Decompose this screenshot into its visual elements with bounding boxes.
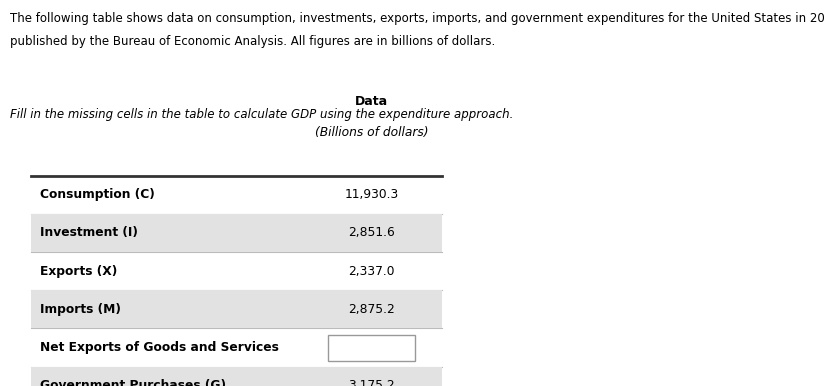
Text: (Billions of dollars): (Billions of dollars) bbox=[315, 126, 429, 139]
Text: Consumption (C): Consumption (C) bbox=[40, 188, 154, 201]
Text: Imports (M): Imports (M) bbox=[40, 303, 121, 316]
Text: The following table shows data on consumption, investments, exports, imports, an: The following table shows data on consum… bbox=[10, 12, 826, 25]
Text: 11,930.3: 11,930.3 bbox=[344, 188, 399, 201]
Text: 2,851.6: 2,851.6 bbox=[349, 227, 395, 239]
Text: Fill in the missing cells in the table to calculate GDP using the expenditure ap: Fill in the missing cells in the table t… bbox=[10, 108, 513, 121]
Text: 2,337.0: 2,337.0 bbox=[349, 265, 395, 278]
Text: Government Purchases (G): Government Purchases (G) bbox=[40, 379, 225, 386]
Text: Exports (X): Exports (X) bbox=[40, 265, 117, 278]
Text: Investment (I): Investment (I) bbox=[40, 227, 137, 239]
Text: published by the Bureau of Economic Analysis. All figures are in billions of dol: published by the Bureau of Economic Anal… bbox=[10, 35, 495, 48]
Text: 2,875.2: 2,875.2 bbox=[349, 303, 395, 316]
Text: Data: Data bbox=[355, 95, 388, 108]
Text: 3,175.2: 3,175.2 bbox=[349, 379, 395, 386]
Text: Net Exports of Goods and Services: Net Exports of Goods and Services bbox=[40, 341, 278, 354]
